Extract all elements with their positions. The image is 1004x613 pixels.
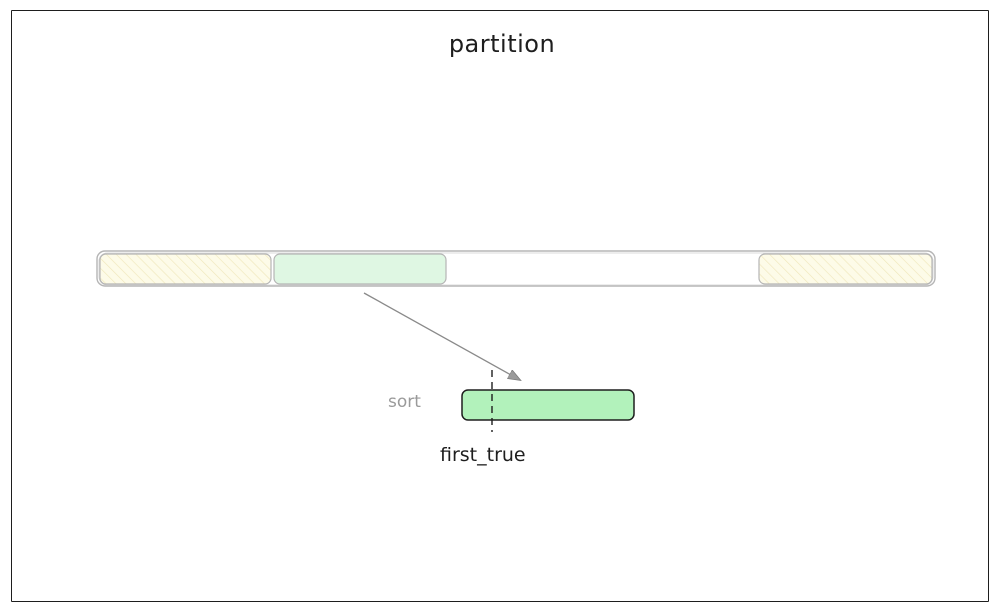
diagram-title: partition [448, 30, 556, 58]
left-hatched-segment [99, 253, 272, 285]
right-hatched-segment [758, 253, 933, 285]
sort-arrow [363, 292, 520, 380]
light-green-segment [273, 253, 447, 285]
diagram-frame [11, 10, 989, 602]
first-true-label: first_true [440, 444, 526, 466]
sorted-segment [461, 389, 635, 421]
array-bar-outline-sketch [98, 252, 934, 286]
sort-label: sort [388, 392, 421, 412]
